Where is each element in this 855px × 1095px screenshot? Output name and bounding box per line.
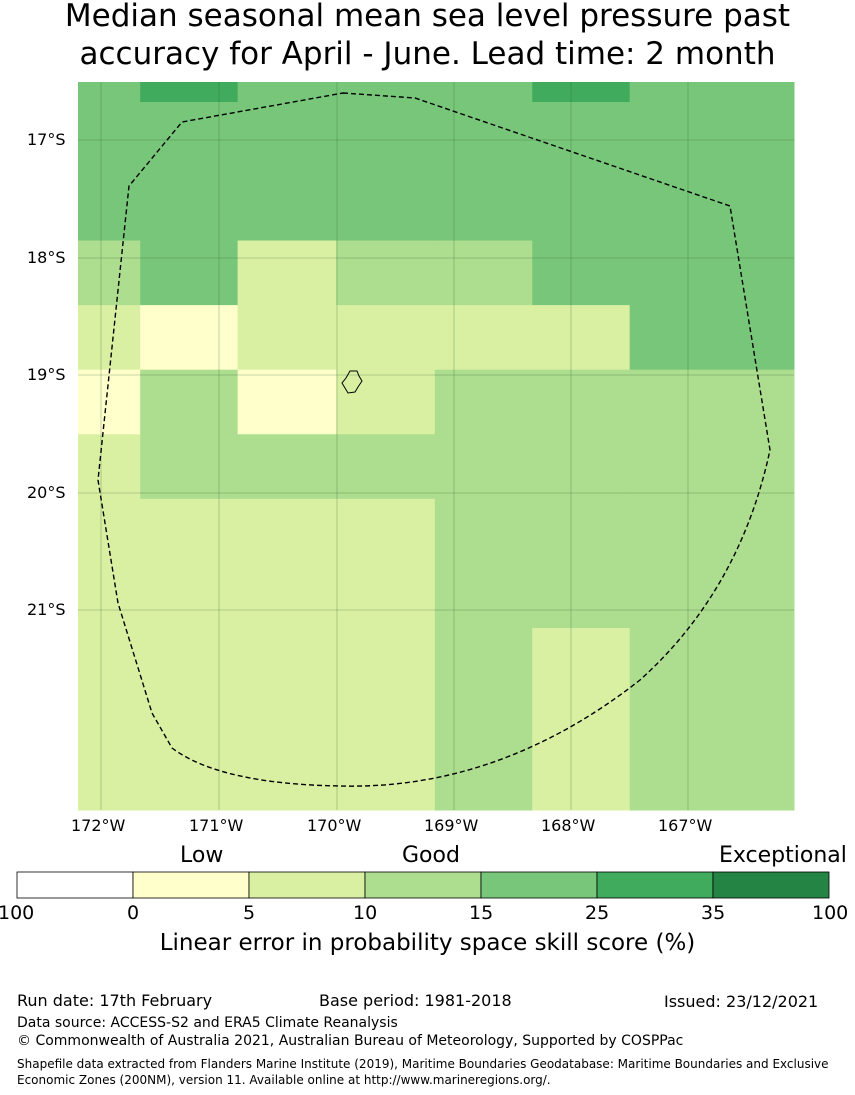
colorbar-swatch	[480, 871, 598, 899]
skill-cell	[140, 628, 239, 811]
issued-date: Issued: 23/12/2021	[664, 992, 819, 1011]
skill-cell	[140, 305, 239, 371]
skill-cell	[336, 434, 436, 500]
lat-label-20s: 20°S	[27, 483, 66, 502]
skill-cell	[629, 305, 795, 371]
map-title-line-1: Median seasonal mean sea level pressure …	[64, 0, 791, 34]
colorbar-tick: 25	[585, 902, 610, 924]
skill-cell	[532, 82, 631, 242]
skill-cell	[140, 240, 239, 306]
lat-label-17s: 17°S	[27, 130, 66, 149]
colorbar-tick: 10	[353, 902, 378, 924]
skill-cell	[140, 369, 239, 435]
colorbar-tick: 5	[243, 902, 256, 924]
eez-boundary	[97, 92, 771, 787]
skill-cell	[434, 498, 533, 629]
skill-cell	[336, 628, 436, 811]
lat-label-21s: 21°S	[27, 600, 66, 619]
colorbar-swatch	[712, 871, 830, 899]
skill-cell	[78, 434, 141, 500]
skill-cell	[532, 305, 631, 371]
lon-label-169w: 169°W	[424, 816, 479, 835]
skill-cell	[434, 240, 533, 306]
base-period: Base period: 1981-2018	[319, 991, 512, 1010]
skill-cell	[629, 434, 795, 500]
skill-cell	[532, 369, 631, 435]
lon-label-168w: 168°W	[541, 816, 596, 835]
colorbar-category-good: Good	[402, 843, 460, 868]
skill-cell	[140, 82, 239, 242]
skill-cell	[140, 82, 238, 102]
skill-cell	[78, 82, 141, 242]
niue-island-outline	[341, 370, 363, 394]
skill-cell	[78, 240, 141, 306]
colorbar-tick: 100	[812, 902, 849, 924]
colorbar	[16, 871, 830, 899]
skill-cell	[434, 305, 533, 371]
skill-cell	[532, 498, 631, 629]
skill-cell	[434, 434, 533, 500]
shapefile-credit-line-2: Economic Zones (200NM), version 11. Avai…	[17, 1073, 551, 1087]
map-title-line-2: accuracy for April - June. Lead time: 2 …	[79, 36, 776, 72]
colorbar-tick: 15	[469, 902, 494, 924]
skill-grid	[78, 82, 795, 811]
colorbar-label: Linear error in probability space skill …	[159, 930, 696, 956]
skill-cell	[237, 305, 337, 371]
skill-cell	[629, 628, 795, 811]
skill-cell	[237, 82, 337, 242]
colorbar-tick: 0	[127, 902, 140, 924]
skill-cell	[336, 305, 436, 371]
colorbar-tick: 35	[701, 902, 726, 924]
skill-cell	[629, 82, 795, 242]
skill-cell	[237, 369, 337, 435]
lon-label-171w: 171°W	[189, 816, 244, 835]
colorbar-swatch	[596, 871, 714, 899]
skill-cell	[434, 369, 533, 435]
copyright-notice: © Commonwealth of Australia 2021, Austra…	[17, 1033, 684, 1049]
lat-label-18s: 18°S	[27, 248, 66, 267]
skill-cell	[532, 82, 630, 102]
skill-cell	[237, 628, 337, 811]
skill-cell	[336, 240, 436, 306]
skill-cell	[532, 240, 631, 306]
skill-cell	[434, 82, 533, 242]
skill-cell	[140, 498, 239, 629]
colorbar-tick: 100	[0, 902, 35, 924]
skill-cell	[237, 498, 337, 629]
skill-cell	[78, 628, 141, 811]
colorbar-swatch	[132, 871, 250, 899]
lon-label-172w: 172°W	[71, 816, 126, 835]
skill-cell	[78, 369, 141, 435]
lat-label-19s: 19°S	[27, 365, 66, 384]
skill-cell	[336, 369, 436, 435]
skill-cell	[336, 82, 436, 242]
colorbar-category-low: Low	[180, 843, 224, 868]
skill-cell	[629, 369, 795, 435]
skill-cell	[78, 305, 141, 371]
graticule	[78, 82, 794, 810]
skill-cell	[78, 498, 141, 629]
data-source: Data source: ACCESS-S2 and ERA5 Climate …	[17, 1015, 398, 1031]
skill-cell	[140, 434, 239, 500]
skill-cell	[629, 240, 795, 306]
skill-cell	[532, 628, 631, 811]
skill-cell	[237, 240, 337, 306]
run-date: Run date: 17th February	[17, 991, 213, 1010]
lon-label-170w: 170°W	[307, 816, 362, 835]
skill-cell	[237, 434, 337, 500]
lon-label-167w: 167°W	[658, 816, 713, 835]
skill-cell	[532, 434, 631, 500]
skill-cell	[336, 498, 436, 629]
colorbar-swatch	[248, 871, 366, 899]
skill-cell	[434, 628, 533, 811]
shapefile-credit-line-1: Shapefile data extracted from Flanders M…	[17, 1057, 829, 1071]
colorbar-swatch	[16, 871, 134, 899]
skill-cell	[629, 498, 795, 629]
colorbar-category-exceptional: Exceptional	[719, 843, 847, 868]
colorbar-swatch	[364, 871, 482, 899]
